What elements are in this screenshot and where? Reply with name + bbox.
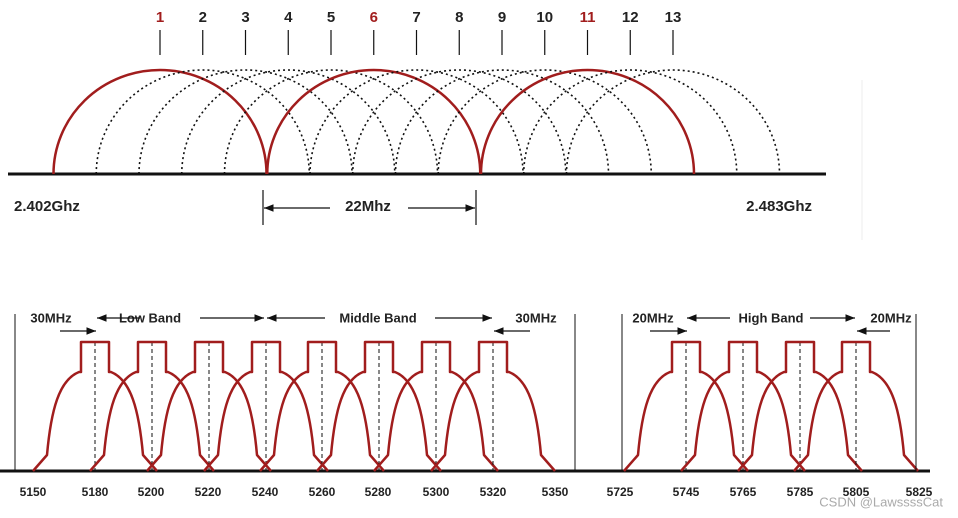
channel-width-label: 22Mhz [345, 198, 391, 215]
channel-arc [479, 68, 696, 175]
frequency-label: 5260 [309, 485, 336, 499]
channel-arc [223, 69, 439, 175]
channel-arc [266, 68, 482, 175]
frequency-label: 5180 [82, 485, 109, 499]
frequency-label: 5765 [730, 485, 757, 499]
frequency-label: 5785 [787, 485, 814, 499]
channel-mask [623, 340, 749, 472]
frequency-label: 5150 [20, 485, 47, 499]
channel-number: 5 [327, 9, 335, 26]
channel-arc [394, 69, 610, 175]
frequency-label: 5300 [423, 485, 450, 499]
channel-arc [95, 69, 311, 175]
channel-mask [793, 340, 919, 472]
right-frequency: 2.483Ghz [746, 198, 812, 215]
frequency-label: 5240 [252, 485, 279, 499]
guard-label: 20MHz [632, 310, 674, 325]
guard-label: 30MHz [30, 310, 72, 325]
guard-label: 20MHz [870, 310, 912, 325]
channel-arc [309, 69, 524, 175]
channel-mask [680, 340, 806, 472]
channel-arc [522, 69, 738, 175]
channel-arc [138, 69, 353, 175]
frequency-label: 5725 [607, 485, 634, 499]
channel-number: 6 [370, 9, 378, 26]
channel-number: 8 [455, 9, 463, 26]
channel-arc [180, 69, 396, 175]
frequency-label: 5280 [365, 485, 392, 499]
frequency-label: 5200 [138, 485, 165, 499]
frequency-label: 5745 [673, 485, 700, 499]
frequency-label: 5320 [480, 485, 507, 499]
channel-number: 7 [412, 9, 420, 26]
channel-arc [437, 69, 653, 175]
channel-mask [259, 340, 385, 472]
channel-arc [52, 68, 268, 175]
channel-mask [89, 340, 215, 472]
band-label: High Band [739, 310, 804, 325]
frequency-label: 5220 [195, 485, 222, 499]
frequency-label: 5350 [542, 485, 569, 499]
channel-mask [373, 340, 499, 472]
band-label: Middle Band [339, 310, 416, 325]
channel-number: 9 [498, 9, 506, 26]
channel-mask [430, 340, 556, 472]
channel-number: 3 [241, 9, 249, 26]
channel-number: 12 [622, 9, 639, 26]
channel-number: 11 [580, 9, 596, 26]
frequency-label: 5805 [843, 485, 870, 499]
watermark: CSDN @LawssssCat [819, 494, 943, 509]
channel-arc [351, 69, 567, 175]
channel-number: 2 [199, 9, 207, 26]
band-label: Low Band [119, 310, 181, 325]
channel-mask [32, 340, 158, 472]
channel-mask [737, 340, 863, 472]
channel-number: 4 [284, 9, 293, 26]
channel-number: 1 [156, 9, 164, 26]
channel-number: 10 [536, 9, 553, 26]
guard-label: 30MHz [515, 310, 557, 325]
left-frequency: 2.402Ghz [14, 198, 80, 215]
channel-mask [146, 340, 272, 472]
channel-mask [316, 340, 442, 472]
channel-number: 13 [665, 9, 682, 26]
frequency-label: 5825 [906, 485, 933, 499]
channel-arc [565, 69, 781, 175]
channel-mask [203, 340, 329, 472]
